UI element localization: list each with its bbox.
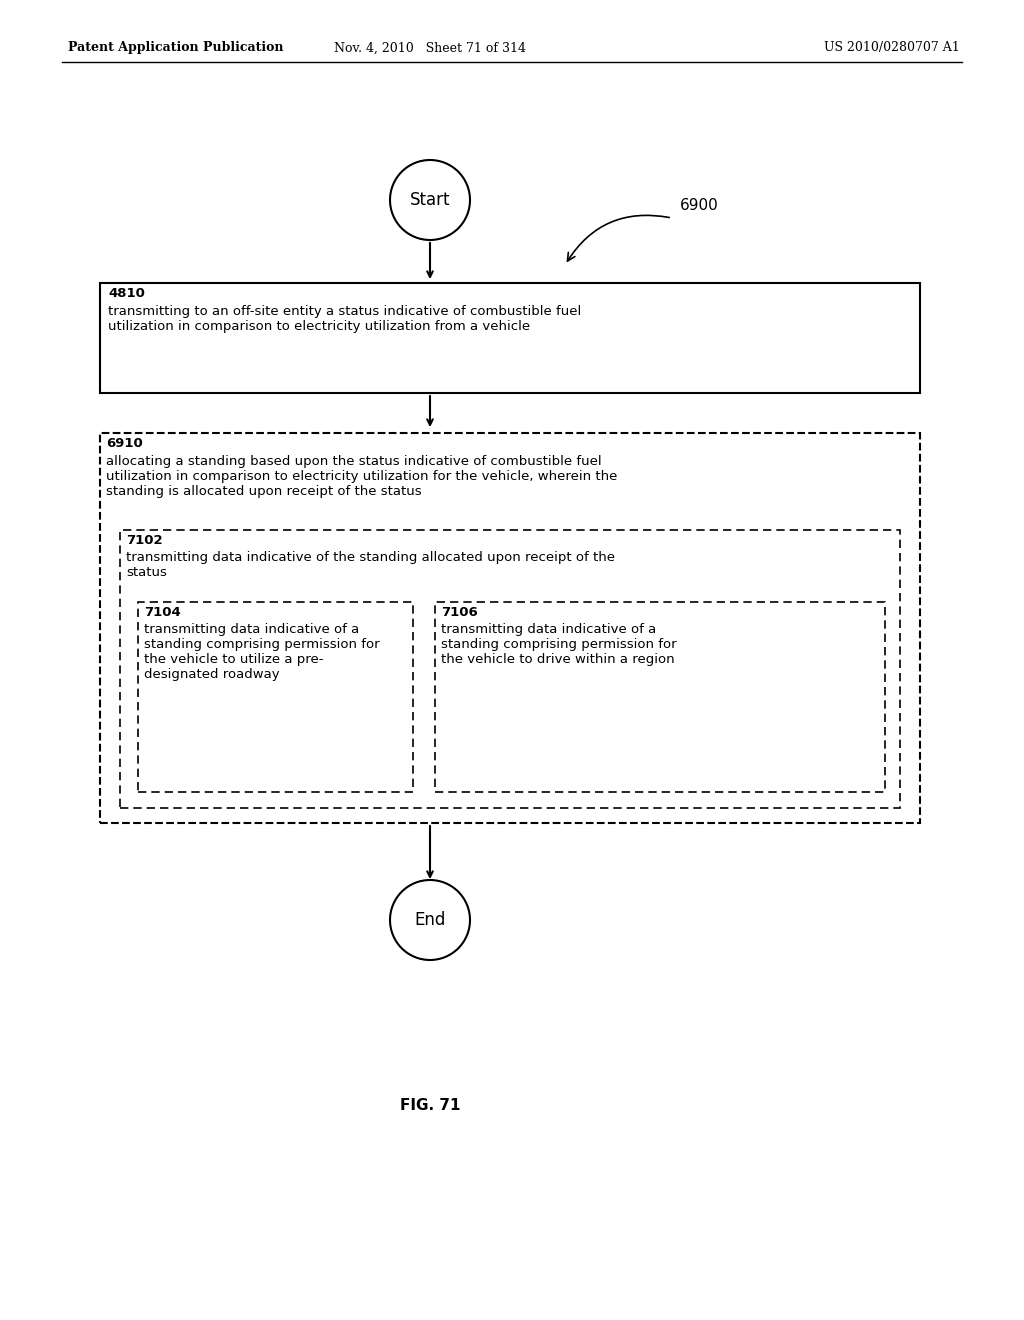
Text: Patent Application Publication: Patent Application Publication bbox=[68, 41, 284, 54]
Bar bbox=[138, 602, 413, 792]
Text: 7102: 7102 bbox=[126, 535, 163, 546]
Text: End: End bbox=[415, 911, 445, 929]
Text: Start: Start bbox=[410, 191, 451, 209]
Text: 6900: 6900 bbox=[680, 198, 719, 213]
Text: Nov. 4, 2010   Sheet 71 of 314: Nov. 4, 2010 Sheet 71 of 314 bbox=[334, 41, 526, 54]
Text: 7104: 7104 bbox=[144, 606, 181, 619]
Bar bbox=[100, 433, 920, 822]
Text: 6910: 6910 bbox=[106, 437, 142, 450]
Text: allocating a standing based upon the status indicative of combustible fuel
utili: allocating a standing based upon the sta… bbox=[106, 455, 617, 498]
Bar bbox=[100, 282, 920, 393]
Text: FIG. 71: FIG. 71 bbox=[399, 1097, 460, 1113]
Text: 7106: 7106 bbox=[441, 606, 478, 619]
Text: transmitting to an off-site entity a status indicative of combustible fuel
utili: transmitting to an off-site entity a sta… bbox=[108, 305, 582, 333]
Text: transmitting data indicative of the standing allocated upon receipt of the
statu: transmitting data indicative of the stan… bbox=[126, 550, 615, 579]
Text: transmitting data indicative of a
standing comprising permission for
the vehicle: transmitting data indicative of a standi… bbox=[144, 623, 380, 681]
Text: US 2010/0280707 A1: US 2010/0280707 A1 bbox=[824, 41, 961, 54]
Text: 4810: 4810 bbox=[108, 286, 144, 300]
Bar bbox=[435, 602, 885, 792]
Bar bbox=[120, 531, 900, 808]
Text: transmitting data indicative of a
standing comprising permission for
the vehicle: transmitting data indicative of a standi… bbox=[441, 623, 677, 667]
FancyArrowPatch shape bbox=[567, 215, 670, 261]
